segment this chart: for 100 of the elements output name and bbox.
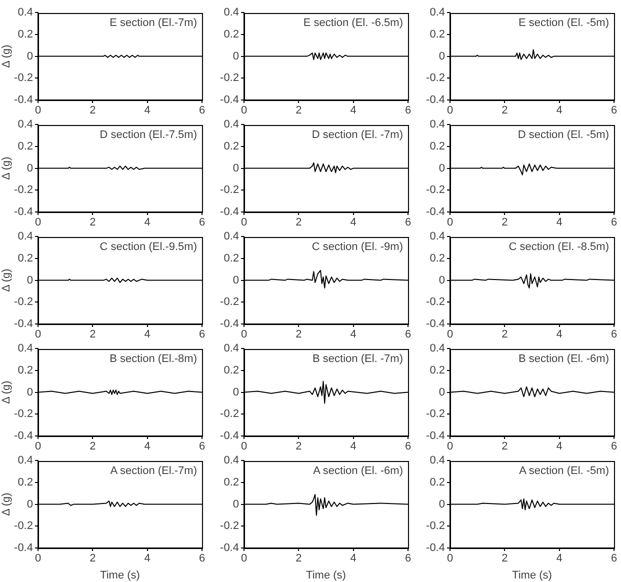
x-tick-label: 2 — [90, 104, 96, 117]
x-axis-title: Time (s) — [100, 569, 140, 582]
y-tick-label: -0.4 — [220, 318, 239, 330]
y-tick-label: -0.2 — [14, 520, 33, 532]
y-tick-label: -0.4 — [14, 318, 33, 330]
y-tick-label: 0.4 — [224, 230, 239, 243]
chart-title: B section (El.-8m) — [110, 353, 197, 366]
y-tick-label: 0 — [26, 274, 33, 286]
y-tick-label: 0.4 — [18, 118, 33, 131]
x-tick-label: 6 — [198, 440, 206, 453]
x-tick-label: 4 — [556, 328, 562, 341]
y-tick-label: 0.4 — [18, 342, 33, 355]
x-tick-label: 4 — [144, 328, 150, 341]
x-tick-label: 4 — [350, 328, 356, 341]
x-tick-label: 4 — [350, 104, 356, 117]
y-tick-label: -0.2 — [14, 184, 33, 196]
y-tick-label: 0.2 — [18, 364, 33, 376]
x-tick-label: 0 — [446, 104, 454, 117]
chart-title: D section (El.-7.5m) — [100, 129, 197, 142]
y-tick-label: 0 — [232, 50, 239, 62]
y-tick-label: 0.4 — [224, 454, 239, 467]
y-tick-label: 0 — [232, 274, 239, 286]
chart-title: E section (El. -5m) — [518, 17, 609, 30]
x-tick-label: 0 — [446, 552, 454, 565]
x-tick-label: 4 — [350, 552, 356, 565]
y-tick-label: 0 — [26, 498, 33, 510]
y-axis-title: Δ (g) — [0, 268, 13, 292]
x-tick-label: 4 — [556, 440, 562, 453]
y-tick-label: 0.2 — [224, 140, 239, 152]
y-tick-label: 0.2 — [224, 28, 239, 40]
x-tick-label: 6 — [610, 440, 618, 453]
y-tick-label: 0.4 — [430, 118, 445, 131]
y-tick-label: 0.2 — [18, 28, 33, 40]
y-tick-label: 0 — [438, 386, 445, 398]
y-tick-label: 0.2 — [430, 140, 445, 152]
x-tick-label: 2 — [296, 328, 302, 341]
y-tick-label: 0.4 — [224, 6, 239, 19]
x-tick-label: 4 — [556, 552, 562, 565]
y-tick-label: 0.2 — [18, 476, 33, 488]
x-tick-label: 4 — [144, 552, 150, 565]
y-tick-label: -0.2 — [220, 296, 239, 308]
x-tick-label: 2 — [296, 552, 302, 565]
y-axis-title: Δ (g) — [0, 380, 13, 404]
y-tick-label: -0.4 — [426, 94, 445, 106]
y-tick-label: 0 — [232, 498, 239, 510]
x-tick-label: 6 — [610, 328, 618, 341]
y-tick-label: 0.2 — [430, 252, 445, 264]
x-tick-label: 4 — [350, 440, 356, 453]
y-tick-label: 0 — [232, 386, 239, 398]
y-axis-title: Δ (g) — [0, 492, 13, 516]
y-tick-label: 0 — [438, 162, 445, 174]
x-tick-label: 4 — [350, 216, 356, 229]
y-tick-label: 0 — [438, 498, 445, 510]
chart-title: B section (El. -6m) — [518, 353, 609, 366]
x-tick-label: 0 — [34, 440, 42, 453]
y-tick-label: -0.2 — [220, 184, 239, 196]
y-tick-label: 0 — [26, 162, 33, 174]
x-tick-label: 2 — [296, 216, 302, 229]
chart-title: C section (El. -8.5m) — [508, 241, 609, 254]
y-tick-label: -0.4 — [426, 430, 445, 442]
x-tick-label: 6 — [404, 440, 412, 453]
y-tick-label: 0.4 — [18, 454, 33, 467]
y-tick-label: -0.4 — [220, 206, 239, 218]
x-tick-label: 0 — [446, 440, 454, 453]
y-tick-label: -0.4 — [14, 206, 33, 218]
chart-title: E section (El.-7m) — [110, 17, 197, 30]
chart-title: B section (El. -7m) — [312, 353, 403, 366]
x-tick-label: 2 — [502, 552, 508, 565]
x-tick-label: 4 — [144, 440, 150, 453]
y-tick-label: 0.4 — [430, 342, 445, 355]
x-tick-label: 0 — [446, 216, 454, 229]
x-tick-label: 6 — [610, 552, 618, 565]
y-tick-label: 0.4 — [430, 230, 445, 243]
x-tick-label: 4 — [144, 104, 150, 117]
x-tick-label: 6 — [404, 216, 412, 229]
y-tick-label: -0.4 — [14, 430, 33, 442]
x-tick-label: 0 — [34, 216, 42, 229]
y-tick-label: 0.2 — [18, 140, 33, 152]
x-tick-label: 6 — [610, 216, 618, 229]
y-tick-label: 0.4 — [430, 454, 445, 467]
x-tick-label: 2 — [90, 552, 96, 565]
x-tick-label: 2 — [502, 104, 508, 117]
y-tick-label: 0.2 — [224, 252, 239, 264]
y-tick-label: -0.2 — [220, 72, 239, 84]
y-tick-label: -0.4 — [426, 318, 445, 330]
y-tick-label: -0.4 — [14, 542, 33, 554]
x-tick-label: 2 — [90, 328, 96, 341]
x-tick-label: 2 — [502, 216, 508, 229]
x-tick-label: 0 — [240, 104, 248, 117]
x-tick-label: 0 — [446, 328, 454, 341]
y-tick-label: -0.4 — [426, 206, 445, 218]
y-tick-label: -0.2 — [426, 520, 445, 532]
y-tick-label: -0.2 — [426, 72, 445, 84]
chart-title: C section (El.-9.5m) — [100, 241, 197, 254]
x-tick-label: 2 — [502, 328, 508, 341]
x-tick-label: 0 — [34, 104, 42, 117]
y-tick-label: 0.2 — [430, 28, 445, 40]
y-axis-title: Δ (g) — [0, 156, 13, 180]
y-tick-label: -0.2 — [220, 520, 239, 532]
x-tick-label: 4 — [556, 216, 562, 229]
